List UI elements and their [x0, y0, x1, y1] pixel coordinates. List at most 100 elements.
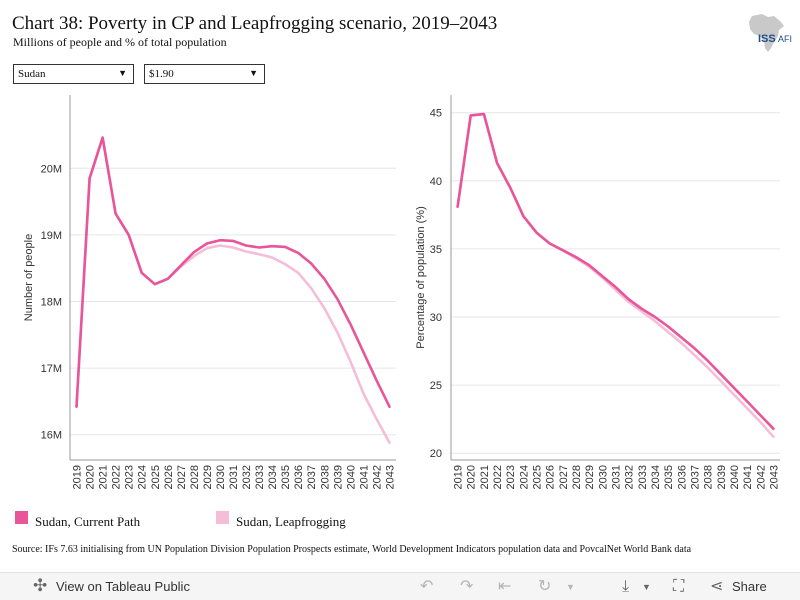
x-tick-label: 2027 — [176, 465, 188, 489]
x-tick-label: 2022 — [492, 465, 504, 489]
x-tick-label: 2019 — [72, 465, 84, 489]
series-line-sudan-leapfrogging — [456, 112, 775, 439]
poverty-line-dropdown-value: $1.90 — [149, 68, 174, 80]
x-tick-label: 2033 — [254, 465, 266, 489]
x-tick-label: 2021 — [98, 465, 110, 489]
x-tick-label: 2043 — [768, 465, 780, 489]
x-tick-label: 2043 — [384, 465, 396, 489]
x-tick-label: 2034 — [650, 465, 662, 489]
x-tick-label: 2039 — [332, 465, 344, 489]
x-tick-label: 2026 — [163, 465, 175, 489]
x-tick-label: 2024 — [137, 465, 149, 489]
chevron-down-icon: ▼ — [249, 68, 258, 78]
logo-text-iss: ISS — [758, 33, 776, 45]
x-tick-label: 2035 — [663, 465, 675, 489]
tableau-icon: ✣ — [33, 576, 48, 595]
y-tick-label: 17M — [41, 363, 62, 375]
legend-label-current-path: Sudan, Current Path — [35, 514, 141, 529]
x-tick-label: 2034 — [267, 465, 279, 489]
view-on-tableau-public-label: View on Tableau Public — [56, 579, 190, 594]
x-tick-label: 2040 — [345, 465, 357, 489]
poverty-line-dropdown[interactable]: $1.90 ▼ — [144, 64, 265, 84]
x-tick-label: 2040 — [729, 465, 741, 489]
share-button[interactable]: ⋖ Share — [710, 573, 780, 600]
tableau-toolbar: ✣ View on Tableau Public ↶ ↷ ⇤ ↻ ▼ ⤓ ▼ ⛶… — [0, 572, 800, 600]
chart-title: Chart 38: Poverty in CP and Leapfrogging… — [12, 13, 498, 34]
x-tick-label: 2020 — [466, 465, 478, 489]
undo-icon[interactable]: ↶ — [420, 578, 434, 595]
x-tick-label: 2036 — [676, 465, 688, 489]
y-tick-label: 20 — [430, 448, 442, 460]
share-label: Share — [732, 579, 767, 594]
legend-swatch-leapfrogging — [216, 511, 229, 524]
x-tick-label: 2038 — [319, 465, 331, 489]
chevron-down-icon[interactable]: ▼ — [566, 582, 575, 592]
x-tick-label: 2035 — [280, 465, 292, 489]
y-tick-label: 40 — [430, 176, 442, 188]
y-tick-label: 30 — [430, 312, 442, 324]
chart-subtitle: Millions of people and % of total popula… — [13, 35, 227, 49]
chevron-down-icon[interactable]: ▼ — [642, 582, 651, 592]
x-tick-label: 2038 — [703, 465, 715, 489]
country-dropdown[interactable]: Sudan ▼ — [13, 64, 134, 84]
x-tick-label: 2020 — [85, 465, 97, 489]
x-tick-label: 2021 — [479, 465, 491, 489]
y-tick-label: 19M — [41, 230, 62, 242]
x-tick-label: 2024 — [518, 465, 530, 489]
x-tick-label: 2027 — [558, 465, 570, 489]
x-tick-label: 2033 — [637, 465, 649, 489]
download-icon[interactable]: ⤓ — [622, 578, 630, 595]
x-tick-label: 2028 — [189, 465, 201, 489]
x-tick-label: 2037 — [689, 465, 701, 489]
x-tick-label: 2039 — [716, 465, 728, 489]
x-tick-label: 2023 — [505, 465, 517, 489]
y-tick-label: 25 — [430, 380, 442, 392]
y-tick-label: 35 — [430, 244, 442, 256]
fullscreen-icon[interactable]: ⛶ — [673, 578, 685, 595]
source-note: Source: IFs 7.63 initialising from UN Po… — [12, 544, 692, 555]
x-tick-label: 2028 — [571, 465, 583, 489]
refresh-icon[interactable]: ↻ — [538, 578, 552, 595]
series-line-sudan-current-path — [456, 112, 775, 431]
x-tick-label: 2042 — [755, 465, 767, 489]
logo-text-afi: AFI — [778, 34, 792, 44]
series-line-sudan-leapfrogging — [75, 136, 391, 445]
x-tick-label: 2032 — [624, 465, 636, 489]
x-tick-label: 2025 — [532, 465, 544, 489]
redo-icon[interactable]: ↷ — [460, 578, 474, 595]
y-tick-label: 45 — [430, 108, 442, 120]
legend-swatch-current-path — [15, 511, 28, 524]
x-tick-label: 2031 — [228, 465, 240, 489]
x-tick-label: 2036 — [293, 465, 305, 489]
x-tick-label: 2023 — [124, 465, 136, 489]
x-tick-label: 2041 — [358, 465, 370, 489]
chevron-down-icon: ▼ — [118, 68, 127, 78]
x-tick-label: 2041 — [742, 465, 754, 489]
share-icon: ⋖ — [710, 578, 724, 595]
legend-label-leapfrogging: Sudan, Leapfrogging — [236, 514, 346, 529]
x-tick-label: 2031 — [611, 465, 623, 489]
legend-item-current-path[interactable]: Sudan, Current Path — [15, 508, 195, 530]
x-tick-label: 2026 — [545, 465, 557, 489]
iss-afi-logo: ISS AFI — [749, 14, 792, 52]
legend-item-leapfrogging[interactable]: Sudan, Leapfrogging — [216, 508, 396, 530]
x-tick-label: 2029 — [584, 465, 596, 489]
revert-icon[interactable]: ⇤ — [498, 578, 512, 595]
x-tick-label: 2019 — [453, 465, 465, 489]
africa-map-icon — [749, 14, 784, 52]
series-line-sudan-current-path — [75, 136, 391, 409]
y-axis-title: Number of people — [23, 234, 35, 321]
country-dropdown-value: Sudan — [18, 68, 46, 80]
x-tick-label: 2030 — [215, 465, 227, 489]
x-tick-label: 2037 — [306, 465, 318, 489]
y-tick-label: 16M — [41, 430, 62, 442]
x-tick-label: 2022 — [111, 465, 123, 489]
y-axis-title: Percentage of population (%) — [415, 206, 427, 348]
x-tick-label: 2030 — [597, 465, 609, 489]
view-on-tableau-public-link[interactable]: ✣ View on Tableau Public — [33, 573, 203, 600]
x-tick-label: 2025 — [150, 465, 162, 489]
y-tick-label: 18M — [41, 296, 62, 308]
